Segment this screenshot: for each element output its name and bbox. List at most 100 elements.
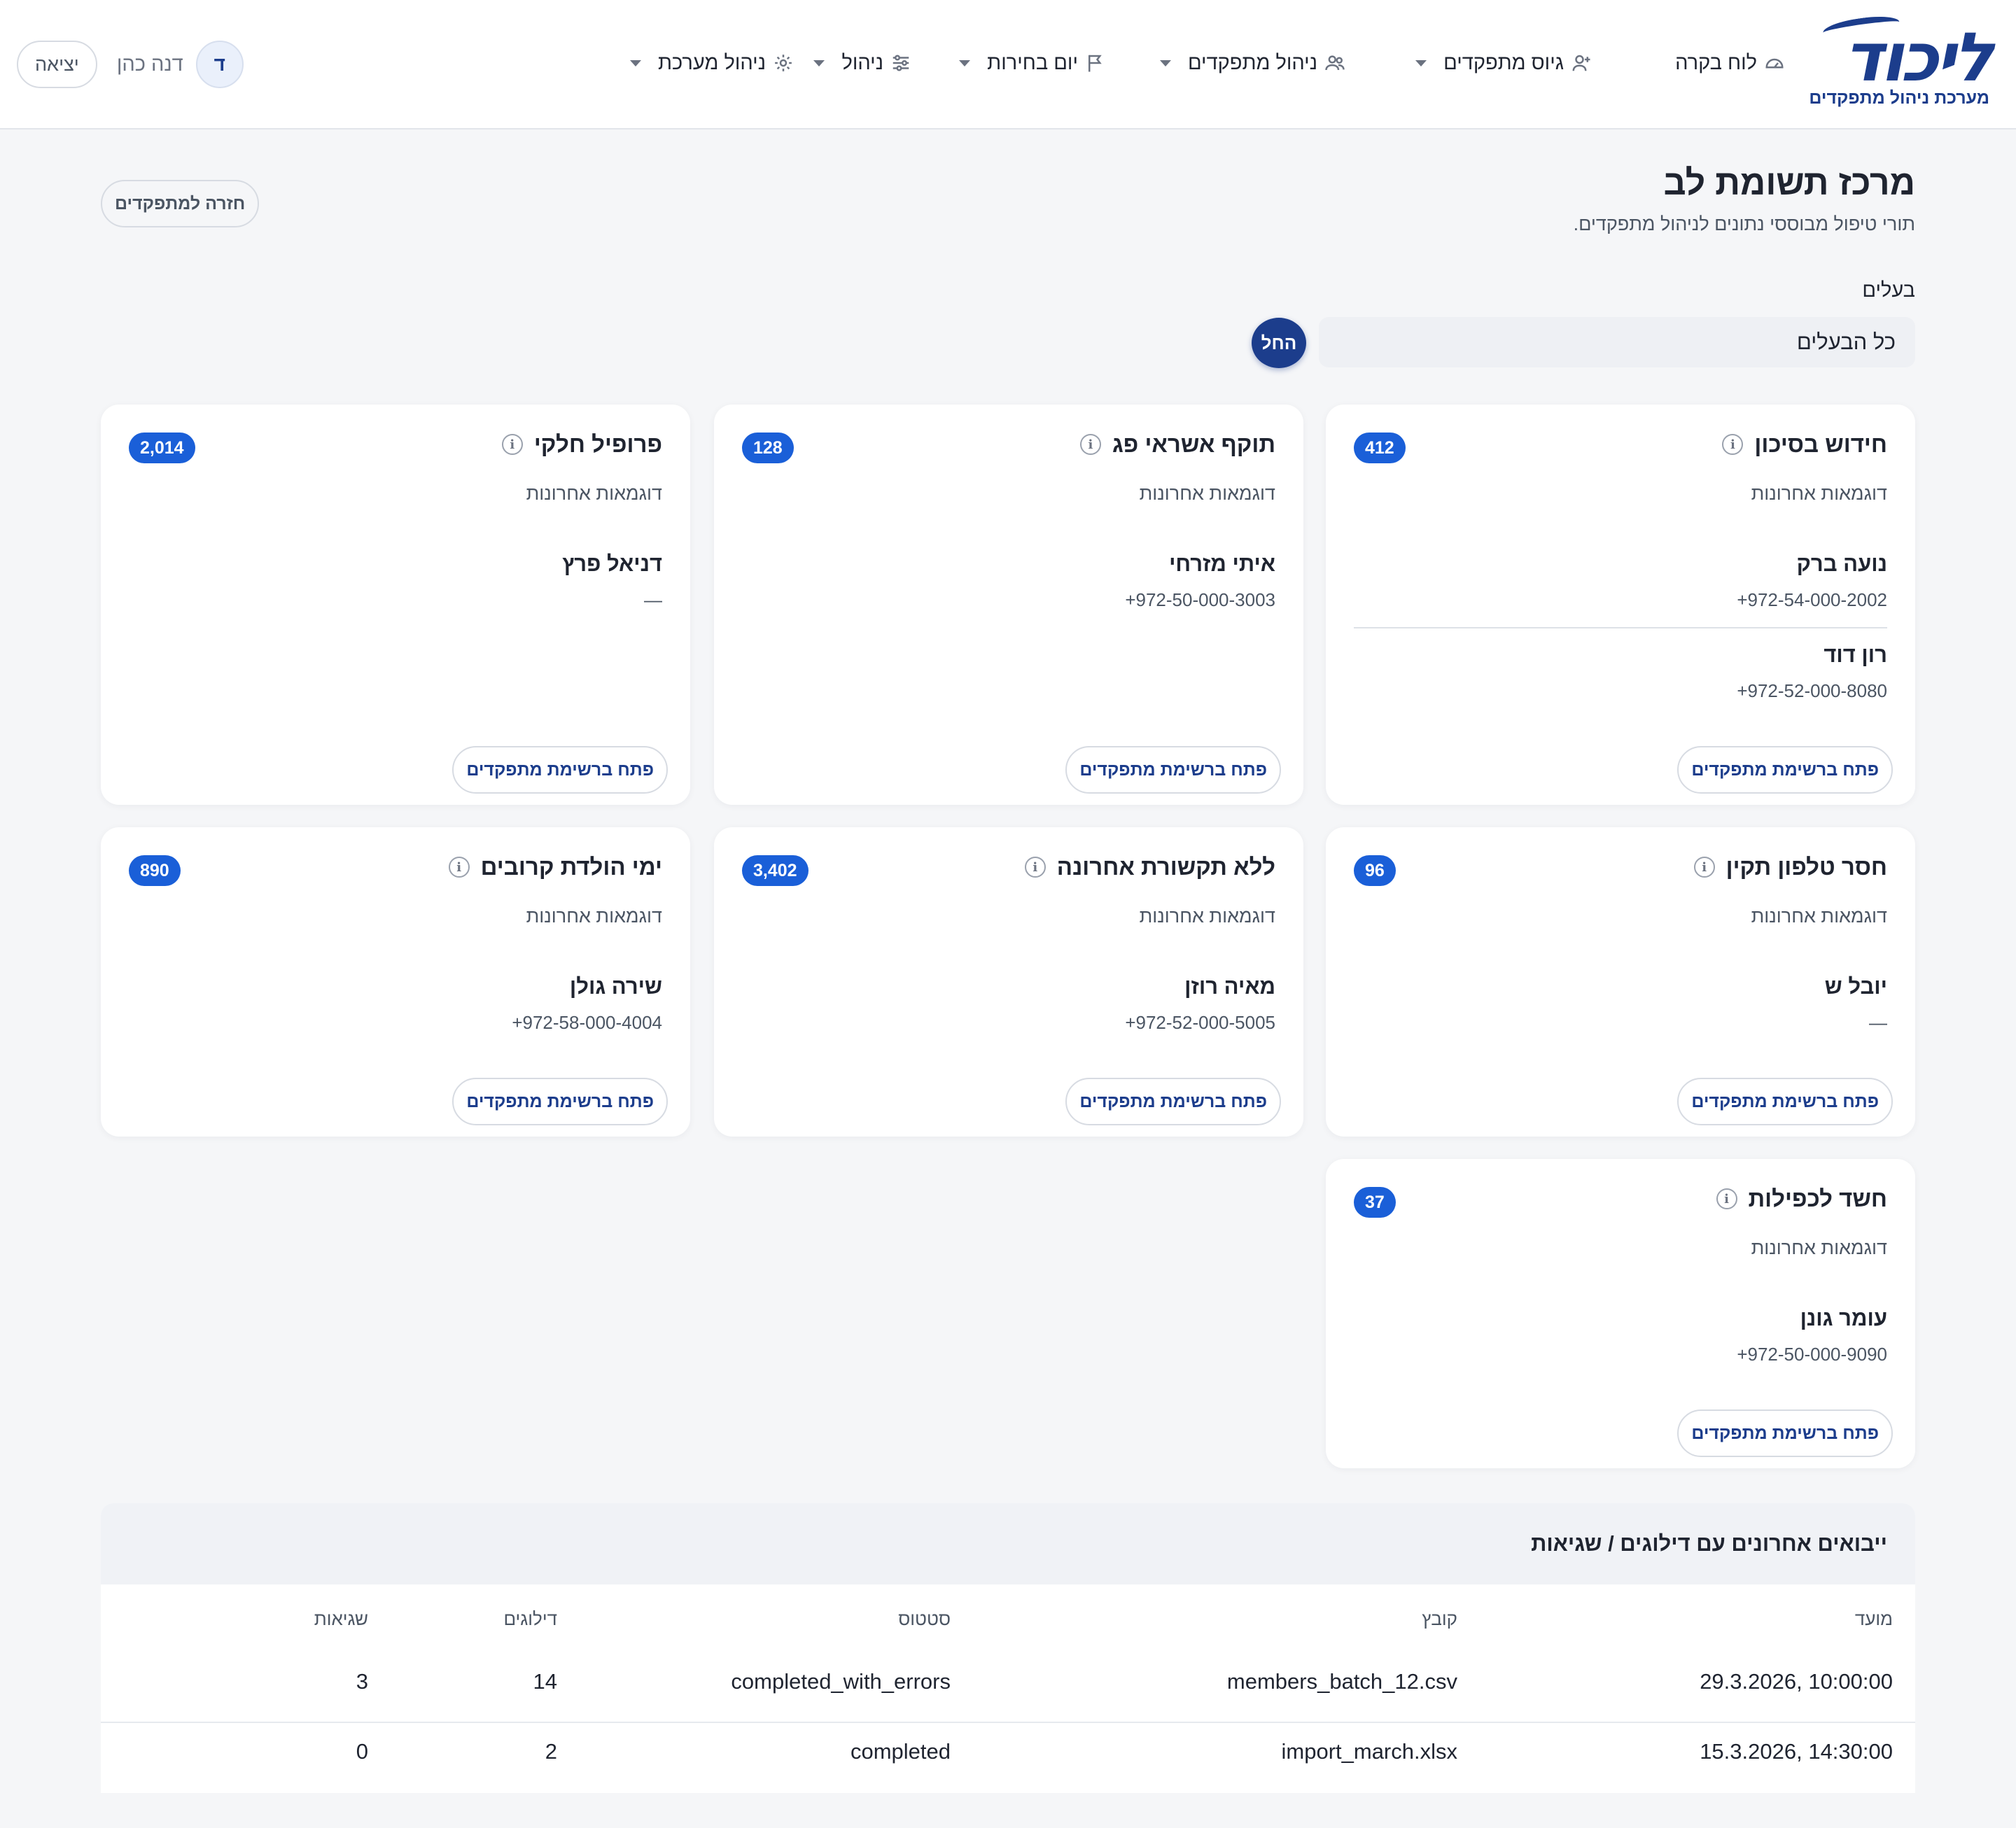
- card-subtitle: דוגמאות אחרונות: [1139, 906, 1275, 927]
- info-icon[interactable]: i: [1079, 434, 1101, 455]
- sample-member[interactable]: שירה גולן 972-58-000-4004+: [129, 974, 662, 1034]
- avatar[interactable]: ד: [195, 41, 244, 88]
- sample-phone: —: [644, 589, 662, 610]
- queue-card-no-recent-contact: ללא תקשורת אחרונה i 3,402 דוגמאות אחרונו…: [714, 827, 1303, 1137]
- chevron-down-icon: [1159, 59, 1171, 66]
- apply-filter-button[interactable]: החל: [1252, 318, 1306, 368]
- sample-phone: —: [1869, 1012, 1887, 1033]
- users-icon: [1325, 55, 1345, 71]
- column-header-status: סטטוס: [898, 1608, 951, 1629]
- card-title: חשד לכפילות i: [1716, 1186, 1888, 1212]
- sample-name: עומר גונן: [1800, 1306, 1887, 1330]
- open-in-members-list-button[interactable]: פתח ברשימת מתפקדים: [452, 1078, 668, 1125]
- sample-member[interactable]: איתי מזרחי 972-50-000-3003+: [742, 551, 1275, 611]
- info-icon[interactable]: i: [448, 857, 470, 878]
- nav-dashboard[interactable]: לוח בקרה: [1675, 48, 1785, 78]
- table-cell-file: import_march.xlsx: [1281, 1739, 1458, 1764]
- nav-election-day[interactable]: יום בחירות: [959, 48, 1106, 78]
- sample-name: רון דוד: [1823, 642, 1887, 667]
- sample-member[interactable]: נועה ברק 972-54-000-2002+: [1354, 551, 1887, 611]
- count-badge: 890: [129, 855, 181, 886]
- logo-subtitle: מערכת ניהול מתפקדים: [1809, 88, 1989, 108]
- card-title: ללא תקשורת אחרונה i: [1024, 854, 1275, 880]
- card-title-text: פרופיל חלקי: [533, 431, 662, 457]
- nav-recruitment[interactable]: גיוס מתפקדים: [1415, 48, 1592, 78]
- card-subtitle: דוגמאות אחרונות: [1751, 906, 1887, 927]
- card-subtitle: דוגמאות אחרונות: [1751, 483, 1887, 504]
- nav-system-admin[interactable]: ניהול מערכת: [630, 48, 794, 78]
- nav-label: גיוס מתפקדים: [1443, 51, 1564, 74]
- page-subtitle: תורי טיפול מבוססי נתונים לניהול מתפקדים.: [1573, 213, 1915, 234]
- open-in-members-list-button[interactable]: פתח ברשימת מתפקדים: [452, 746, 668, 794]
- table-cell-status: completed: [850, 1739, 951, 1764]
- queue-card-missing-phone: חסר טלפון תקין i 96 דוגמאות אחרונות יובל…: [1326, 827, 1915, 1137]
- card-title: חסר טלפון תקין i: [1693, 854, 1887, 880]
- table-cell-status: completed_with_errors: [731, 1669, 951, 1694]
- sample-member[interactable]: רון דוד 972-52-000-8080+: [1354, 642, 1887, 702]
- nav-members[interactable]: ניהול מתפקדים: [1159, 48, 1345, 78]
- recent-imports-panel: ייבואים אחרונים עם דילוגים / שגיאות מועד…: [101, 1503, 1915, 1793]
- nav-label: יום בחירות: [987, 51, 1078, 74]
- user-plus-icon: [1572, 55, 1590, 71]
- queue-card-renewal-risk: חידוש בסיכון i 412 דוגמאות אחרונות נועה …: [1326, 405, 1915, 805]
- open-in-members-list-button[interactable]: פתח ברשימת מתפקדים: [1677, 1078, 1893, 1125]
- sample-phone: 972-58-000-4004+: [512, 1012, 662, 1033]
- info-icon[interactable]: i: [1693, 857, 1715, 878]
- sample-phone: 972-52-000-5005+: [1125, 1012, 1275, 1033]
- gear-icon: [775, 55, 792, 71]
- page-title: מרכז תשומת לב: [1663, 163, 1915, 202]
- open-in-members-list-button[interactable]: פתח ברשימת מתפקדים: [1065, 746, 1281, 794]
- sliders-icon: [892, 55, 909, 71]
- owners-label: בעלים: [1862, 279, 1915, 302]
- logout-button[interactable]: יציאה: [17, 41, 97, 88]
- column-header-errors: שגיאות: [314, 1608, 368, 1629]
- table-cell-skips: 2: [545, 1739, 557, 1764]
- open-in-members-list-button[interactable]: פתח ברשימת מתפקדים: [1677, 1409, 1893, 1457]
- queue-card-expired-credit: תוקף אשראי פג i 128 דוגמאות אחרונות איתי…: [714, 405, 1303, 805]
- user-area: יציאה דנה כהן ד: [17, 40, 244, 89]
- sample-phone: 972-50-000-9090+: [1737, 1344, 1887, 1365]
- card-title-text: חידוש בסיכון: [1754, 431, 1887, 457]
- sample-member[interactable]: מאיה רוזן 972-52-000-5005+: [742, 974, 1275, 1034]
- card-title-text: ימי הולדת קרובים: [480, 854, 662, 880]
- queue-card-suspected-duplicate: חשד לכפילות i 37 דוגמאות אחרונות עומר גו…: [1326, 1159, 1915, 1468]
- sample-member[interactable]: עומר גונן 972-50-000-9090+: [1354, 1306, 1887, 1365]
- table-cell-date: 29.3.2026, 10:00:00: [1700, 1669, 1893, 1694]
- logo-text: ליכוד: [1843, 18, 1994, 97]
- column-header-skips: דילוגים: [503, 1608, 557, 1629]
- owners-select[interactable]: כל הבעלים: [1319, 317, 1915, 367]
- column-header-date: מועד: [1854, 1608, 1893, 1629]
- sample-name: יובל ש: [1824, 974, 1887, 999]
- sample-phone: 972-52-000-8080+: [1737, 680, 1887, 701]
- nav-management[interactable]: ניהול: [813, 48, 911, 78]
- likud-logo[interactable]: ליכוד מערכת ניהול מתפקדים: [1809, 13, 1994, 113]
- card-subtitle: דוגמאות אחרונות: [526, 483, 662, 504]
- open-in-members-list-button[interactable]: פתח ברשימת מתפקדים: [1065, 1078, 1281, 1125]
- sample-name: נועה ברק: [1796, 551, 1887, 576]
- table-cell-errors: 0: [356, 1739, 368, 1764]
- user-name: דנה כהן: [116, 52, 183, 76]
- back-to-members-button[interactable]: חזרה למתפקדים: [101, 180, 260, 227]
- card-title-text: חשד לכפילות: [1748, 1186, 1888, 1211]
- card-title: חידוש בסיכון i: [1722, 431, 1887, 458]
- sample-member[interactable]: יובל ש —: [1354, 974, 1887, 1034]
- open-in-members-list-button[interactable]: פתח ברשימת מתפקדים: [1677, 746, 1893, 794]
- info-icon[interactable]: i: [501, 434, 523, 455]
- queue-card-partial-profile: פרופיל חלקי i 2,014 דוגמאות אחרונות דניא…: [101, 405, 690, 805]
- table-cell-skips: 14: [533, 1669, 557, 1694]
- card-title: פרופיל חלקי i: [501, 431, 662, 458]
- chevron-down-icon: [630, 59, 642, 66]
- card-title-text: חסר טלפון תקין: [1726, 854, 1887, 880]
- divider: [1354, 627, 1887, 628]
- info-icon[interactable]: i: [1716, 1188, 1737, 1209]
- info-icon[interactable]: i: [1024, 857, 1046, 878]
- nav-label: ניהול מתפקדים: [1187, 51, 1317, 74]
- card-subtitle: דוגמאות אחרונות: [526, 906, 662, 927]
- count-badge: 37: [1354, 1187, 1396, 1218]
- nav-label: ניהול מערכת: [658, 51, 766, 74]
- flag-icon: [1088, 55, 1102, 72]
- chevron-down-icon: [813, 59, 825, 66]
- count-badge: 2,014: [129, 433, 195, 463]
- sample-member[interactable]: דניאל פרץ —: [129, 551, 662, 611]
- info-icon[interactable]: i: [1722, 434, 1744, 455]
